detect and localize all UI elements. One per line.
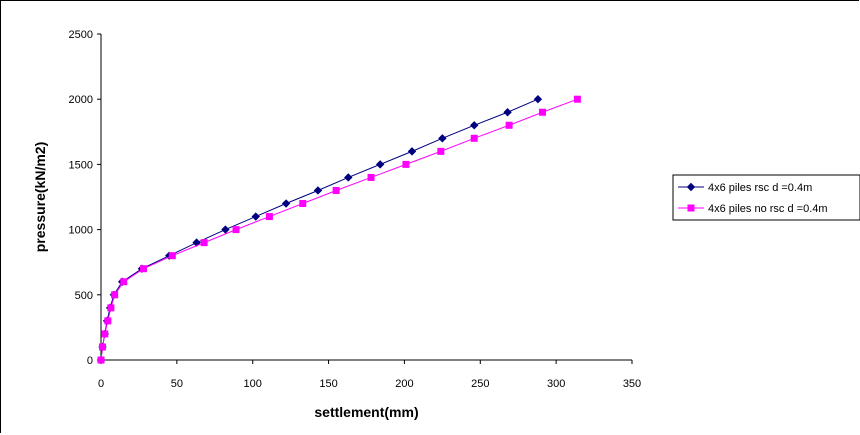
data-point bbox=[573, 95, 581, 103]
data-point bbox=[221, 225, 230, 234]
data-point bbox=[232, 226, 240, 234]
data-point bbox=[470, 121, 479, 130]
data-point bbox=[313, 186, 323, 195]
y-tick-label: 0 bbox=[87, 355, 93, 367]
data-point bbox=[168, 252, 176, 260]
data-point bbox=[200, 239, 208, 247]
data-point bbox=[470, 134, 478, 142]
data-point bbox=[104, 317, 112, 325]
data-point bbox=[251, 212, 260, 221]
series-line bbox=[100, 98, 578, 361]
data-point bbox=[505, 121, 513, 129]
data-point bbox=[332, 186, 340, 194]
y-tick-label: 1500 bbox=[69, 159, 93, 171]
x-tick-label: 100 bbox=[244, 378, 262, 390]
y-tick-label: 1000 bbox=[69, 225, 93, 237]
data-point bbox=[438, 134, 447, 143]
data-point bbox=[107, 304, 115, 312]
legend-item: 4x6 piles rsc d =0.4m bbox=[678, 182, 812, 194]
legend: 4x6 piles rsc d =0.4m 4x6 piles no rsc d … bbox=[672, 174, 860, 221]
x-tick-label: 250 bbox=[471, 378, 489, 390]
y-tick-label: 500 bbox=[75, 290, 93, 302]
x-tick-label: 0 bbox=[98, 378, 104, 390]
data-point bbox=[367, 173, 375, 181]
data-point bbox=[281, 199, 291, 208]
x-axis-title: settlement(mm) bbox=[314, 404, 418, 420]
data-point bbox=[402, 160, 410, 168]
data-point bbox=[111, 291, 119, 299]
legend-label: 4x6 piles no rsc d =0.4m bbox=[708, 203, 828, 215]
axes: 0 50 100 150 200 250 300 350 0 500 1000 1500 2000 250… bbox=[69, 29, 642, 390]
x-tick-label: 50 bbox=[171, 378, 183, 390]
legend-item: 4x6 piles no rsc d =0.4m bbox=[678, 203, 828, 215]
data-point bbox=[265, 213, 273, 221]
y-tick-label: 2500 bbox=[69, 29, 93, 41]
series-layer bbox=[96, 94, 581, 365]
x-tick-label: 200 bbox=[395, 378, 413, 390]
legend-marker bbox=[686, 182, 696, 192]
data-point bbox=[533, 94, 543, 104]
data-point bbox=[437, 147, 445, 155]
data-point bbox=[538, 108, 546, 116]
data-point bbox=[375, 160, 385, 169]
data-point bbox=[120, 278, 128, 286]
data-point bbox=[503, 108, 512, 117]
legend-label: 4x6 piles rsc d =0.4m bbox=[708, 182, 812, 194]
legend-box bbox=[672, 174, 860, 221]
series-2 bbox=[97, 95, 581, 364]
y-axis-title: pressure(kN/m2) bbox=[32, 142, 48, 253]
x-tick-label: 150 bbox=[319, 378, 337, 390]
x-tick-label: 300 bbox=[547, 378, 565, 390]
y-tick-label: 2000 bbox=[69, 94, 93, 106]
data-point bbox=[299, 200, 307, 208]
data-point bbox=[407, 147, 417, 156]
data-point bbox=[139, 265, 147, 273]
data-point bbox=[101, 330, 109, 338]
x-tick-label: 350 bbox=[623, 378, 641, 390]
legend-marker bbox=[687, 204, 695, 212]
data-point bbox=[99, 343, 107, 351]
data-point bbox=[97, 356, 105, 364]
data-point bbox=[344, 173, 353, 182]
